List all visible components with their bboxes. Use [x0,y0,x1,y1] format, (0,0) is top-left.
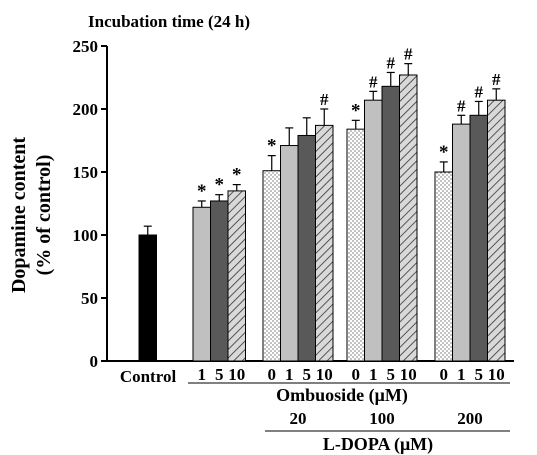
ombuoside-label: Ombuoside (μM) [276,385,408,406]
significance-g1-1: * [197,181,207,202]
bar-g2-1 [262,170,281,362]
x-label-g2-4: 10 [316,365,333,384]
x-label-g4-3: 5 [475,365,484,384]
significance-g3-2: # [369,72,378,91]
bar-g4-1 [434,171,453,362]
ldopa-dose-g2: 20 [290,409,307,428]
x-label-g3-4: 10 [400,365,417,384]
significance-g3-4: # [404,45,413,64]
x-label-g3-2: 1 [369,365,378,384]
significance-g3-3: # [387,53,396,72]
x-label-control: Control [120,367,177,386]
x-label-g1-3: 10 [228,365,245,384]
bar-g3-1 [346,128,365,362]
y-tick-label-250: 250 [73,37,99,56]
bar-g1-3 [227,190,246,362]
bar-g3-3 [381,85,400,362]
bar-g3-4 [399,74,418,362]
x-label-g1-2: 5 [215,365,224,384]
significance-g4-3: # [475,82,484,101]
x-label-g2-1: 0 [268,365,277,384]
significance-g1-2: * [215,175,225,196]
x-label-g4-1: 0 [440,365,449,384]
significance-g2-1: * [267,136,277,157]
ldopa-dose-g3: 100 [369,409,395,428]
bar-g4-4 [487,99,506,362]
significance-g1-3: * [232,165,242,186]
significance-g2-4: # [320,90,329,109]
x-label-g3-1: 0 [352,365,361,384]
bar-g4-2 [452,123,471,362]
x-label-g1-1: 1 [198,365,207,384]
y-tick-label-0: 0 [90,352,99,371]
bar-control [138,234,157,362]
bar-g2-2 [280,145,299,362]
bar-g4-3 [469,114,488,362]
x-label-g2-3: 5 [303,365,312,384]
y-tick-label-200: 200 [73,100,99,119]
y-axis-label-line2: (% of control) [33,155,55,276]
bar-g2-4 [315,124,334,362]
ldopa-dose-g4: 200 [457,409,483,428]
significance-g4-2: # [457,96,466,115]
x-label-g2-2: 1 [285,365,294,384]
chart-title: Incubation time (24 h) [88,12,250,31]
y-axis-label-line1: Dopamine content [8,137,30,293]
significance-g3-1: * [351,100,361,121]
x-label-g4-4: 10 [488,365,505,384]
x-label-g4-2: 1 [457,365,466,384]
bar-g2-3 [297,134,316,362]
bar-g1-2 [210,200,229,362]
y-tick-label-50: 50 [81,289,98,308]
x-label-g3-3: 5 [387,365,396,384]
significance-g4-1: * [439,142,449,163]
bar-g1-1 [192,206,211,362]
y-tick-label-150: 150 [73,163,99,182]
y-tick-label-100: 100 [73,226,99,245]
bars: * * * * # * # # # * # # # [138,45,506,362]
bar-g3-2 [364,99,383,362]
y-ticks: 0 50 100 150 200 250 [73,37,107,371]
significance-g4-4: # [492,70,501,89]
ldopa-label: L-DOPA (μM) [323,434,433,455]
